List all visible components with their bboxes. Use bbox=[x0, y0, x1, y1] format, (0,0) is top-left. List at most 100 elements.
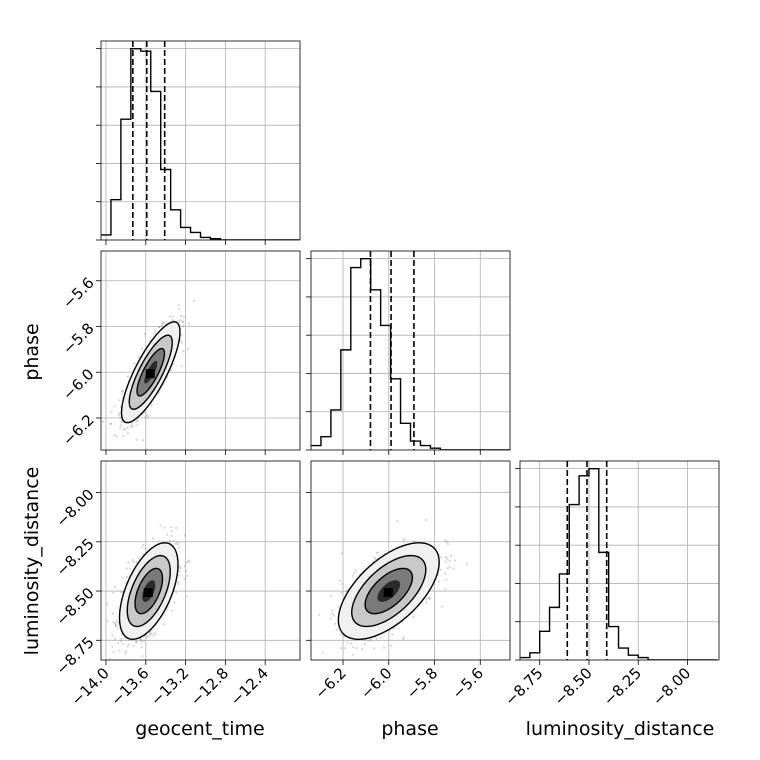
sample-point bbox=[152, 632, 155, 635]
sample-point bbox=[181, 320, 184, 323]
sample-point bbox=[351, 653, 355, 656]
histogram-step-luminosity_distance bbox=[520, 467, 718, 660]
sample-point bbox=[140, 645, 143, 649]
sample-point bbox=[153, 330, 157, 333]
sample-point bbox=[180, 314, 183, 317]
sample-point bbox=[112, 650, 115, 653]
sample-point bbox=[373, 556, 376, 559]
panel-content bbox=[311, 251, 510, 450]
sample-point bbox=[150, 404, 153, 407]
panel-geocent_time-vs-phase: −6.2 −6.0 −5.8 −5.6 bbox=[59, 250, 301, 455]
sample-point bbox=[158, 325, 161, 328]
sample-point bbox=[182, 349, 185, 353]
sample-point bbox=[172, 539, 176, 542]
sample-point bbox=[176, 543, 179, 546]
sample-point bbox=[168, 539, 171, 543]
sample-point bbox=[123, 428, 126, 431]
sample-point bbox=[412, 616, 415, 619]
sample-point bbox=[340, 633, 343, 636]
sample-point bbox=[425, 601, 428, 604]
sample-point bbox=[332, 614, 336, 617]
sample-point bbox=[114, 625, 118, 628]
sample-point bbox=[182, 316, 185, 319]
sample-point bbox=[111, 634, 114, 637]
sample-point bbox=[115, 619, 118, 622]
sample-point bbox=[379, 636, 382, 639]
sample-point bbox=[171, 315, 174, 318]
sample-point bbox=[377, 551, 380, 554]
sample-point bbox=[187, 347, 190, 351]
panel-geocent_time-vs-luminosity_distance: −8.75−8.50−8.25 −8.00 −14.0−13.6−13.2−12.8… bbox=[52, 460, 301, 709]
sample-point bbox=[448, 565, 451, 568]
sample-point bbox=[135, 423, 138, 426]
sample-point bbox=[173, 601, 176, 604]
sample-point bbox=[171, 318, 174, 321]
sample-point bbox=[135, 438, 138, 441]
sample-point bbox=[169, 541, 172, 544]
sample-point bbox=[402, 636, 405, 639]
sample-point bbox=[440, 556, 443, 559]
sample-point bbox=[106, 619, 109, 623]
sample-point bbox=[113, 405, 116, 408]
panel-content bbox=[311, 461, 510, 660]
panel-frame bbox=[310, 250, 511, 451]
sample-point bbox=[126, 432, 130, 435]
x-axis-label-phase: phase bbox=[381, 718, 438, 740]
sample-point bbox=[177, 303, 180, 307]
sample-point bbox=[141, 439, 144, 442]
sample-point bbox=[140, 347, 144, 350]
sample-point bbox=[129, 660, 131, 662]
sample-point bbox=[122, 435, 125, 438]
sample-point bbox=[439, 568, 442, 571]
sample-point bbox=[119, 450, 121, 452]
panel-frame bbox=[100, 250, 301, 451]
sample-point bbox=[161, 324, 164, 328]
sample-point bbox=[444, 555, 447, 559]
sample-point bbox=[118, 649, 121, 652]
x-tick-label: −5.8 bbox=[403, 664, 441, 702]
sample-point bbox=[129, 425, 133, 428]
sample-point bbox=[351, 645, 355, 649]
sample-point bbox=[111, 612, 114, 615]
sample-point bbox=[187, 322, 190, 325]
x-axis-label-geocent_time: geocent_time bbox=[135, 718, 264, 740]
sample-point bbox=[437, 580, 440, 584]
sample-point bbox=[128, 567, 131, 570]
sample-point bbox=[192, 300, 196, 303]
sample-point bbox=[180, 341, 184, 344]
panel-frame bbox=[519, 460, 720, 661]
sample-point bbox=[177, 574, 180, 577]
sample-point bbox=[170, 369, 173, 372]
sample-point bbox=[335, 628, 338, 631]
sample-point bbox=[154, 633, 157, 636]
sample-point bbox=[162, 623, 166, 626]
sample-point bbox=[135, 640, 138, 643]
sample-point bbox=[142, 543, 145, 546]
histogram-step-phase bbox=[311, 257, 510, 450]
sample-point bbox=[126, 645, 129, 648]
sample-point bbox=[147, 635, 150, 638]
sample-point bbox=[180, 334, 183, 337]
sample-point bbox=[161, 321, 165, 324]
sample-point bbox=[444, 588, 447, 591]
sample-point bbox=[341, 582, 344, 585]
panel-frame bbox=[100, 460, 301, 661]
sample-point bbox=[108, 658, 112, 660]
x-tick-label: −14.0 bbox=[68, 664, 113, 709]
x-axis-label-luminosity_distance: luminosity_distance bbox=[526, 718, 715, 740]
sample-point bbox=[351, 574, 354, 577]
sample-point bbox=[340, 552, 343, 555]
sample-point bbox=[175, 526, 178, 530]
sample-point bbox=[369, 638, 372, 641]
y-axis-label-luminosity_distance: luminosity_distance bbox=[21, 467, 43, 656]
sample-point bbox=[373, 647, 376, 650]
sample-point bbox=[175, 591, 178, 594]
sample-point bbox=[118, 416, 122, 419]
sample-point bbox=[163, 526, 166, 529]
sample-point bbox=[124, 581, 127, 584]
sample-point bbox=[96, 634, 98, 636]
sample-point bbox=[136, 419, 139, 422]
sample-point bbox=[135, 641, 138, 644]
x-tick-label: −8.00 bbox=[649, 664, 694, 709]
density-peak bbox=[383, 588, 393, 598]
